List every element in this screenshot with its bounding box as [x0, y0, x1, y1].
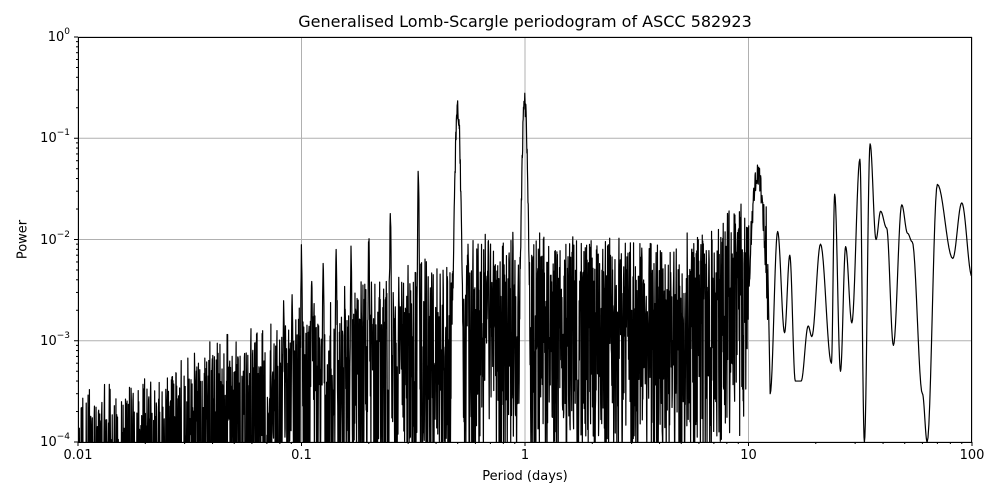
x-tick-label: 100	[959, 448, 985, 463]
y-tick-label: 10−1	[40, 128, 70, 147]
periodogram-line	[78, 92, 972, 442]
y-tick-label: 10−3	[40, 330, 70, 349]
x-tick-label: 10	[740, 448, 757, 463]
chart-title: Generalised Lomb-Scargle periodogram of …	[298, 12, 752, 31]
y-axis-label: Power	[15, 219, 31, 260]
y-tick-label: 10−2	[40, 229, 70, 248]
y-tick-label: 10−4	[40, 431, 70, 451]
y-tick-label: 100	[47, 26, 70, 46]
x-tick-label: 0.1	[291, 448, 312, 463]
axis-ticks	[74, 36, 973, 446]
x-axis-label: Period (days)	[482, 469, 568, 484]
x-tick-label: 0.01	[63, 448, 93, 463]
x-tick-label: 1	[520, 448, 530, 463]
